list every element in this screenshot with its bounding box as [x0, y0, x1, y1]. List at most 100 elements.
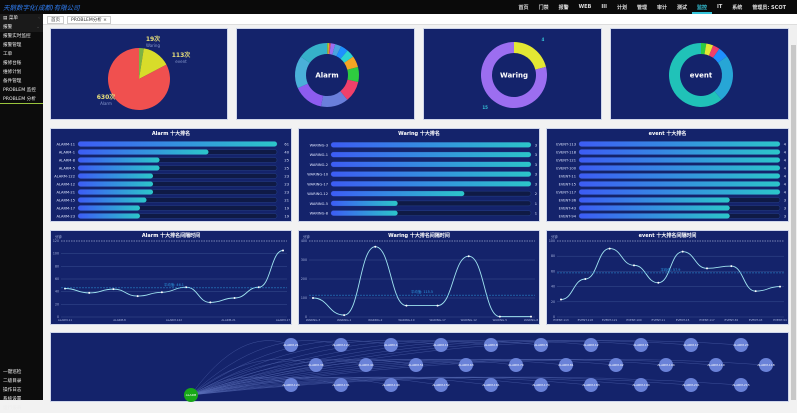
graph-node[interactable] [509, 358, 523, 372]
data-point[interactable] [233, 297, 236, 299]
graph-node[interactable] [584, 338, 598, 352]
bar[interactable] [331, 161, 531, 167]
nav-item[interactable]: WEB [578, 4, 592, 10]
pie-slice[interactable] [713, 48, 727, 63]
bar[interactable] [78, 181, 154, 187]
data-point[interactable] [633, 264, 635, 267]
data-point[interactable] [754, 290, 757, 293]
pie-slice[interactable] [336, 46, 348, 59]
bar[interactable] [579, 197, 730, 203]
data-point[interactable] [681, 250, 684, 253]
sidebar-bottom-item[interactable]: 二级目录 [3, 379, 22, 384]
graph-node[interactable] [484, 378, 498, 392]
nav-item[interactable]: 计划 [616, 5, 627, 11]
graph-node[interactable] [334, 338, 348, 352]
bar[interactable] [331, 200, 398, 206]
graph-node[interactable] [284, 378, 298, 392]
pie-slice[interactable] [297, 83, 324, 107]
pie-slice[interactable] [704, 43, 714, 56]
data-point[interactable] [779, 285, 781, 288]
bar[interactable] [78, 189, 154, 195]
sidebar-bottom-item[interactable]: 一键巡检 [3, 370, 22, 375]
bar[interactable] [331, 152, 531, 158]
graph-node[interactable] [559, 358, 573, 372]
tab-home[interactable]: 首页 [47, 16, 64, 24]
bar[interactable] [579, 173, 780, 179]
graph-node[interactable] [584, 378, 598, 392]
nav-item[interactable]: IT [717, 4, 723, 10]
data-point[interactable] [209, 301, 212, 304]
data-point[interactable] [657, 281, 660, 284]
pie-slice[interactable] [320, 91, 348, 107]
bar[interactable] [579, 205, 730, 211]
user-menu[interactable]: 管理员: SCOT [752, 5, 786, 11]
graph-node[interactable] [459, 358, 473, 372]
bar[interactable] [78, 149, 209, 155]
data-point[interactable] [584, 278, 587, 280]
graph-node[interactable] [284, 338, 298, 352]
pie-slice[interactable] [701, 43, 707, 55]
sidebar-item[interactable]: 备件管理 [3, 79, 22, 84]
graph-node[interactable] [609, 358, 623, 372]
graph-node[interactable] [434, 338, 448, 352]
graph-node[interactable] [759, 358, 773, 372]
pie-slice[interactable] [669, 43, 722, 108]
pie-slice[interactable] [295, 56, 310, 89]
pie-slice[interactable] [139, 48, 167, 79]
nav-item[interactable]: 测试 [676, 5, 687, 11]
bar[interactable] [78, 173, 154, 179]
bar[interactable] [579, 181, 780, 187]
sidebar-header[interactable]: ▤ 菜单 ‹ [0, 14, 43, 23]
data-point[interactable] [343, 314, 346, 317]
data-point[interactable] [608, 247, 611, 250]
sidebar-bottom-item[interactable]: 运行报表 [3, 406, 22, 411]
sidebar-bottom-item[interactable]: 操作日志 [3, 388, 22, 393]
sidebar-group[interactable]: 报警 ⌄ [0, 23, 43, 32]
sidebar-item[interactable]: 报警实时监控 [3, 34, 31, 39]
graph-node[interactable] [659, 358, 673, 372]
relation-graph-panel[interactable]: ALARM-21 ALARM-122 ALARM-1 ALARM-11 ALARM-8 A… [50, 332, 789, 402]
sidebar-item[interactable]: 报警管理 [3, 43, 22, 48]
nav-item[interactable]: 系统 [732, 5, 743, 11]
pie-slice[interactable] [107, 48, 170, 111]
data-point[interactable] [160, 291, 163, 294]
data-point[interactable] [136, 295, 139, 298]
bar[interactable] [331, 191, 465, 197]
bar[interactable] [78, 197, 147, 203]
bar[interactable] [78, 141, 277, 147]
bar[interactable] [78, 205, 140, 211]
scrollbar-thumb[interactable] [791, 45, 796, 400]
data-point[interactable] [405, 304, 408, 307]
graph-node[interactable] [634, 338, 648, 352]
data-point[interactable] [730, 265, 733, 268]
pie-slice[interactable] [347, 66, 359, 83]
nav-item[interactable]: 审计 [656, 5, 667, 11]
data-point[interactable] [88, 291, 91, 294]
bar[interactable] [579, 141, 780, 147]
nav-item[interactable]: 报警 [558, 5, 569, 11]
pie-slice[interactable] [714, 56, 733, 100]
bar[interactable] [579, 189, 780, 195]
pie-slice[interactable] [344, 56, 358, 70]
pie-slice[interactable] [340, 79, 359, 100]
pie-slice[interactable] [139, 48, 144, 79]
bar[interactable] [78, 213, 140, 219]
pie-slice[interactable] [340, 50, 354, 63]
pie-slice[interactable] [327, 43, 329, 55]
data-point[interactable] [312, 297, 314, 299]
graph-node[interactable] [384, 338, 398, 352]
data-point[interactable] [282, 249, 284, 252]
data-point[interactable] [498, 315, 501, 318]
pie-slice[interactable] [514, 42, 546, 70]
pie-slice[interactable] [481, 42, 547, 108]
graph-node[interactable] [634, 378, 648, 392]
graph-center-node[interactable] [184, 388, 198, 402]
pie-slice[interactable] [329, 43, 336, 55]
graph-node[interactable] [434, 378, 448, 392]
bar[interactable] [331, 171, 531, 177]
sidebar-item[interactable]: 维修计划 [3, 70, 22, 75]
bar[interactable] [579, 149, 780, 155]
bar[interactable] [579, 157, 780, 163]
data-point[interactable] [436, 304, 439, 307]
graph-node[interactable] [484, 338, 498, 352]
